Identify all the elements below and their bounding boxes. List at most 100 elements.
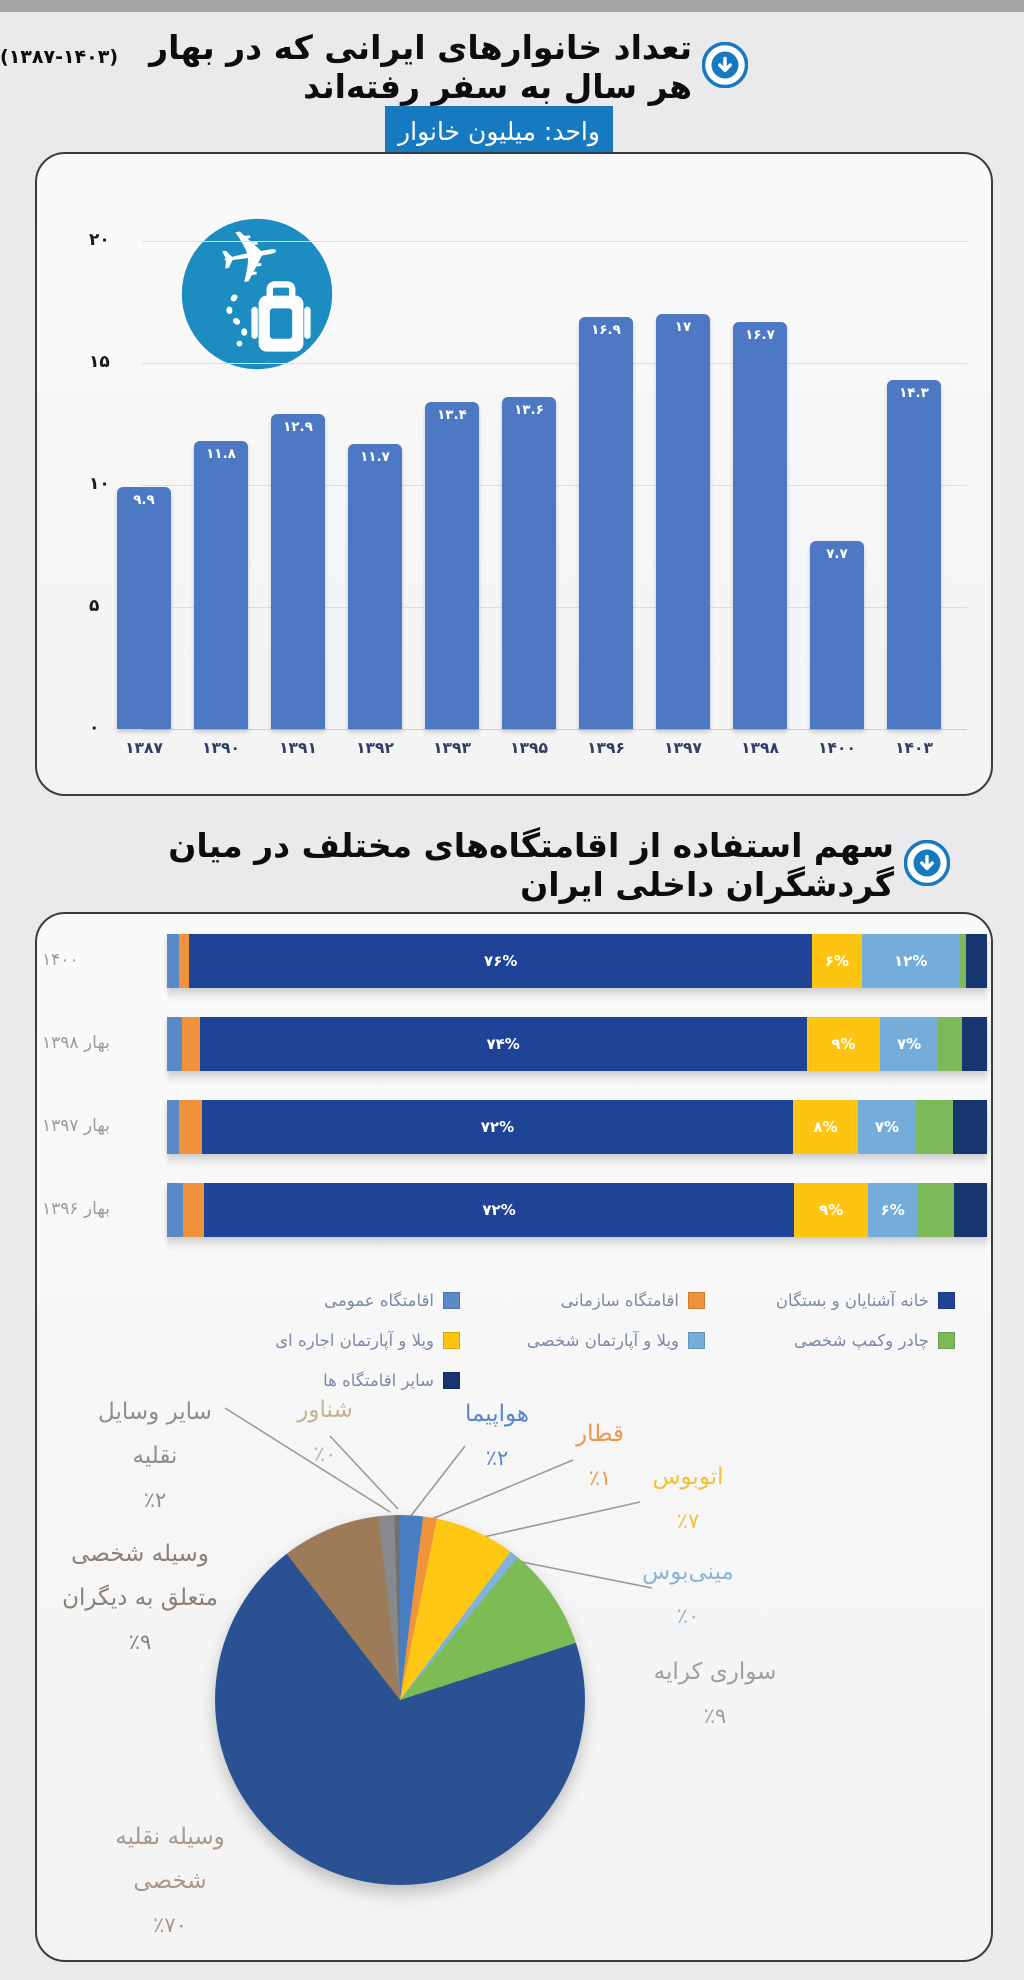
bar-value-1395: ۱۳.۶: [514, 402, 544, 419]
segment-value: ۸%: [813, 1118, 838, 1136]
pie-label-pct: ٪۰: [676, 1604, 700, 1628]
segment-family: ۷۶%: [189, 934, 813, 988]
stacked-bar-2: ۷۲% ۸% ۷%: [167, 1100, 987, 1154]
bar-value-1391: ۱۲.۹: [283, 419, 313, 436]
pie-label-pct: ٪۹: [128, 1630, 152, 1654]
travel-icon: ✈: [181, 214, 333, 370]
segment-personal: ۷%: [858, 1100, 916, 1154]
legend-label-org: اقامتگاه سازمانی: [560, 1290, 679, 1310]
segment-rental: ۹%: [794, 1183, 869, 1237]
segment-family: ۷۲%: [202, 1100, 793, 1154]
bar-value-1390: ۱۱.۸: [206, 446, 236, 463]
y-tick-0: ۰: [89, 718, 100, 738]
bar-value-1392: ۱۱.۷: [360, 448, 390, 465]
bar-1393: ۱۳.۴: [425, 402, 479, 729]
legend-label-public: اقامتگاه عمومی: [324, 1290, 434, 1310]
unit-badge: واحد: میلیون خانوار: [385, 106, 613, 156]
pie-label-bus: اتوبوس ٪۷: [652, 1455, 723, 1543]
bar-reflection-2: [167, 1156, 987, 1169]
segment-other: [962, 1017, 987, 1071]
row-label-3: بهار ۱۳۹۶: [42, 1199, 110, 1219]
gridline-15: [142, 363, 967, 364]
pie-label-pct: ٪۲: [143, 1488, 167, 1512]
bar-1403: ۱۴.۳: [887, 380, 941, 729]
segment-org: [181, 1017, 200, 1071]
segment-value: ۷۶%: [484, 952, 518, 970]
x-label-1390: ۱۳۹۰: [202, 739, 240, 757]
segment-personal: ۱۲%: [861, 934, 960, 988]
top-gray-bar: [0, 0, 1024, 12]
segment-rental: ۶%: [812, 934, 862, 988]
x-label-1397: ۱۳۹۷: [664, 739, 702, 757]
x-label-1403: ۱۴۰۳: [895, 739, 933, 757]
segment-camp: [937, 1017, 963, 1071]
legend-item-rental: ویلا و آپارتمان اجاره ای: [155, 1331, 460, 1350]
section2-arrow-icon: [903, 839, 951, 890]
legend-swatch-rental: [443, 1331, 460, 1349]
pie-label-text: متعلق به دیگران: [62, 1585, 218, 1611]
pie-label-pct: ٪۰: [313, 1442, 337, 1466]
legend-item-camp: چادر وکمپ شخصی: [705, 1331, 955, 1350]
pie-label-text: اتوبوس: [652, 1464, 724, 1490]
bar-value-1393: ۱۳.۴: [437, 407, 467, 424]
legend-label-rental: ویلا و آپارتمان اجاره ای: [275, 1330, 434, 1350]
section1-arrow-icon: [701, 41, 749, 92]
legend-label-other: سایر اقامتگاه ها: [323, 1370, 434, 1390]
bar-1390: ۱۱.۸: [194, 441, 248, 729]
legend-swatch-family: [938, 1291, 955, 1309]
pie-label-taxi: سواری کرایه ٪۹: [654, 1650, 777, 1738]
pie-label-vessel: شناور ٪۰: [297, 1388, 352, 1476]
segment-public: [167, 1017, 182, 1071]
legend-item-family: خانه آشنایان و بستگان: [705, 1291, 955, 1310]
legend-label-family: خانه آشنایان و بستگان: [775, 1290, 929, 1310]
segment-family: ۷۲%: [203, 1183, 795, 1237]
bar-chart-card: ✈ ۰ ۵ ۱۰ ۱۵ ۲۰ ۹.۹ ۱۳۸۷ ۱۱.۸ ۱۳۹۰ ۱۲.۹ ۱۳۹۱ ۱۱.۷ ۱۳۹…: [35, 152, 993, 796]
segment-value: ۶%: [824, 952, 849, 970]
segment-other: [952, 1100, 987, 1154]
x-label-1398: ۱۳۹۸: [741, 739, 779, 757]
y-tick-20: ۲۰: [89, 230, 110, 250]
segment-value: ۷%: [874, 1118, 900, 1136]
bar-1392: ۱۱.۷: [348, 443, 402, 729]
segment-value: ۱۲%: [894, 952, 928, 970]
pie-label-train: قطار ٪۱: [576, 1412, 624, 1500]
pie-label-pct: ٪۷۰: [153, 1913, 187, 1937]
pie-label-pct: ٪۱: [588, 1466, 612, 1490]
bar-reflection-0: [167, 990, 987, 1003]
pie: [215, 1515, 585, 1885]
pie-label-text: نقلیه: [132, 1443, 178, 1469]
segment-personal: ۶%: [868, 1183, 918, 1237]
bar-1391: ۱۲.۹: [271, 414, 325, 729]
section2-title-text: سهم استفاده از اقامتگاه‌های مختلف در میا…: [168, 826, 894, 904]
segment-value: ۷۴%: [486, 1035, 520, 1053]
pie-label-others-vehicle: وسیله شخصی متعلق به دیگران ٪۹: [62, 1532, 218, 1664]
bar-1398: ۱۶.۷: [733, 321, 787, 729]
pie-label-minibus: مینی‌بوس ٪۰: [642, 1550, 734, 1638]
stacked-bar-chart: ۱۴۰۰ ۷۶% ۶% ۱۲% بهار ۱۳۹۸ ۷۴% ۹% ۷% بهار ۱۳۹۷ ۷۲%…: [37, 914, 991, 1334]
legend-item-public: اقامتگاه عمومی: [155, 1291, 460, 1310]
x-label-1391: ۱۳۹۱: [279, 739, 317, 757]
bar-1400: ۷.۷: [810, 541, 864, 729]
pie-label-text: شناور: [297, 1397, 353, 1423]
pie-label-text: مینی‌بوس: [642, 1559, 734, 1585]
segment-camp: [959, 934, 967, 988]
legend-item-personal: ویلا و آپارتمان شخصی: [460, 1331, 705, 1350]
stacked-bar-0: ۷۶% ۶% ۱۲%: [167, 934, 987, 988]
x-label-1387: ۱۳۸۷: [125, 739, 163, 757]
segment-org: [183, 1183, 204, 1237]
pie-label-pct: ٪۹: [703, 1704, 727, 1728]
bar-1395: ۱۳.۶: [502, 397, 556, 729]
segment-other: [954, 1183, 987, 1237]
bar-reflection-3: [167, 1239, 987, 1252]
pie-label-text: سواری کرایه: [653, 1659, 777, 1685]
segment-family: ۷۴%: [199, 1017, 807, 1071]
pie-label-text: وسیله شخصی: [71, 1541, 209, 1567]
segment-value: ۹%: [831, 1035, 856, 1053]
segment-rental: ۸%: [792, 1100, 859, 1154]
y-tick-10: ۱۰: [89, 474, 110, 494]
legend-label-camp: چادر وکمپ شخصی: [793, 1330, 929, 1350]
stacked-bar-1: ۷۴% ۹% ۷%: [167, 1017, 987, 1071]
bar-1397: ۱۷: [656, 314, 710, 729]
x-label-1400: ۱۴۰۰: [818, 739, 856, 757]
bar-value-1396: ۱۶.۹: [591, 321, 621, 338]
